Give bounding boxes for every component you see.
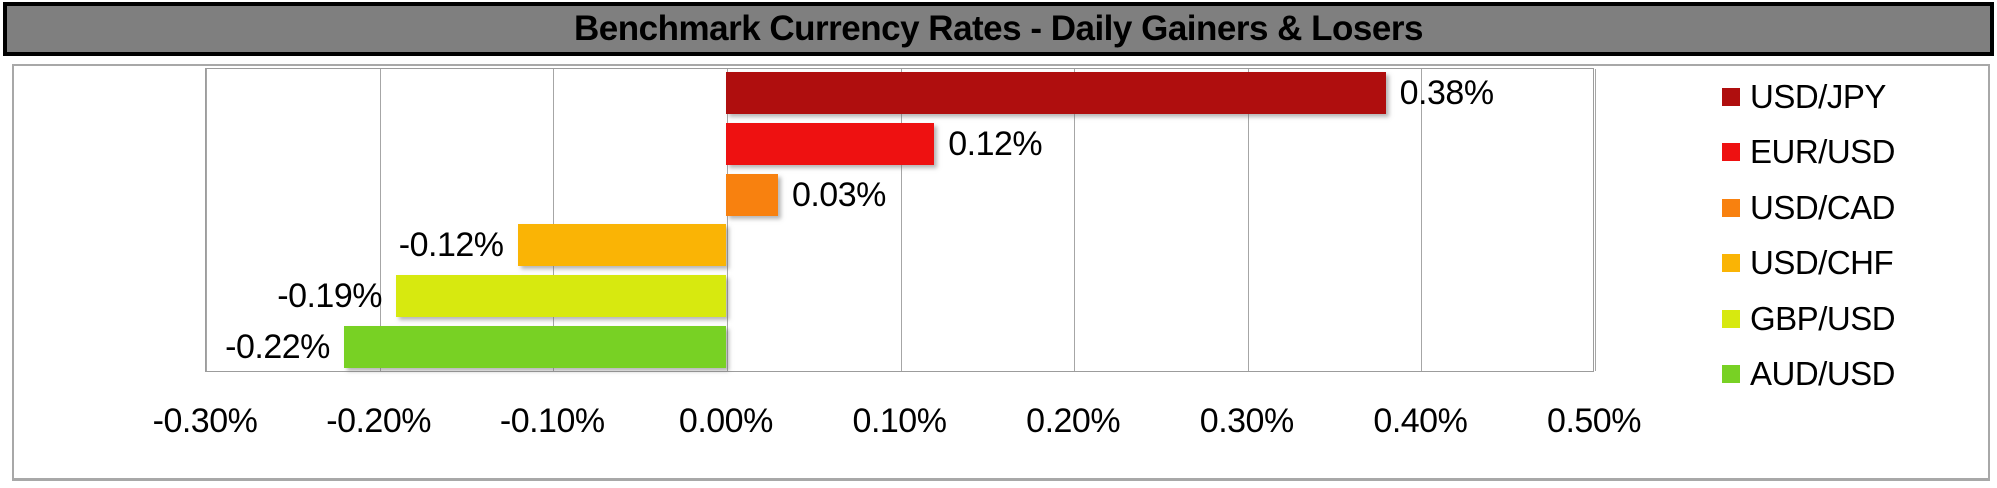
bar-aud-usd — [343, 325, 726, 368]
gridline — [900, 69, 902, 371]
legend-item-eur-usd: EUR/USD — [1722, 132, 1896, 172]
legend-label: USD/JPY — [1750, 78, 1886, 115]
legend-label: GBP/USD — [1750, 299, 1896, 337]
x-tick-label: -0.20% — [326, 402, 431, 440]
x-tick-label: 0.00% — [678, 402, 773, 440]
legend-swatch-eur-usd — [1722, 143, 1740, 162]
value-label-usd-jpy: 0.38% — [1399, 74, 1494, 113]
legend-swatch-usd-jpy — [1722, 88, 1740, 106]
gridline — [1247, 69, 1249, 371]
legend-swatch-usd-cad — [1722, 198, 1740, 217]
legend-swatch-gbp-usd — [1722, 309, 1740, 328]
legend-swatch-usd-chf — [1722, 254, 1740, 273]
x-tick-label: -0.10% — [499, 402, 605, 440]
bar-usd-cad — [725, 173, 778, 216]
legend-label: USD/CHF — [1750, 244, 1894, 282]
gridline — [1074, 69, 1076, 371]
gridline — [726, 69, 728, 371]
chart-title-bar: Benchmark Currency Rates - Daily Gainers… — [3, 2, 1994, 56]
gridline — [379, 69, 381, 371]
legend-item-gbp-usd: GBP/USD — [1722, 299, 1896, 339]
legend-label: USD/CAD — [1750, 188, 1896, 226]
chart-title: Benchmark Currency Rates - Daily Gainers… — [574, 9, 1423, 48]
x-tick-label: 0.40% — [1373, 402, 1468, 440]
x-tick-label: 0.10% — [852, 402, 947, 440]
x-tick-label: 0.50% — [1547, 402, 1641, 440]
x-tick-label: 0.30% — [1199, 402, 1294, 440]
value-label-usd-chf: -0.12% — [398, 226, 504, 265]
bar-eur-usd — [725, 123, 935, 165]
gridline — [1595, 69, 1596, 371]
legend-label: EUR/USD — [1750, 133, 1896, 171]
legend-label: AUD/USD — [1750, 355, 1896, 392]
x-tick-label: -0.30% — [152, 402, 258, 440]
gridline — [206, 69, 207, 371]
bar-usd-chf — [517, 224, 726, 267]
value-label-eur-usd: 0.12% — [948, 125, 1043, 163]
legend-item-usd-cad: USD/CAD — [1722, 188, 1896, 228]
plot-area — [205, 68, 1596, 372]
value-label-gbp-usd: -0.19% — [277, 277, 382, 315]
x-tick-label: 0.20% — [1026, 402, 1121, 440]
legend-item-usd-jpy: USD/JPY — [1722, 77, 1886, 117]
bar-gbp-usd — [395, 275, 726, 317]
legend-item-aud-usd: AUD/USD — [1722, 354, 1896, 394]
value-label-aud-usd: -0.22% — [225, 327, 330, 366]
value-label-usd-cad: 0.03% — [791, 175, 886, 214]
legend-swatch-aud-usd — [1722, 365, 1740, 383]
gridline — [553, 69, 555, 371]
gridline — [1421, 69, 1423, 371]
bar-usd-jpy — [725, 72, 1386, 115]
legend-item-usd-chf: USD/CHF — [1722, 243, 1894, 283]
